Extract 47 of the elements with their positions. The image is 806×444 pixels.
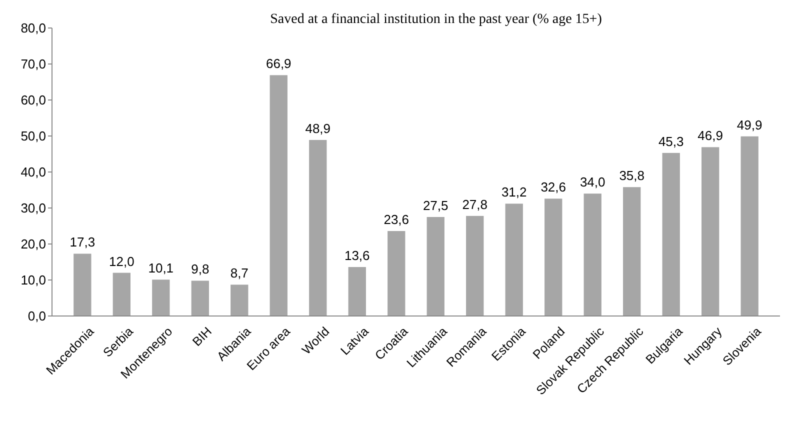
data-label: 27,5 bbox=[422, 198, 448, 213]
bar bbox=[466, 216, 484, 316]
bar bbox=[270, 75, 288, 316]
bar bbox=[740, 136, 758, 316]
bar bbox=[388, 231, 406, 316]
y-tick-label: 40,0 bbox=[20, 164, 46, 180]
bar bbox=[584, 194, 602, 316]
data-label: 9,8 bbox=[191, 262, 210, 277]
data-label: 10,1 bbox=[148, 260, 174, 276]
data-label: 49,9 bbox=[736, 117, 762, 132]
data-label: 23,6 bbox=[384, 212, 410, 228]
bar bbox=[348, 267, 366, 316]
bar bbox=[152, 280, 170, 316]
bar bbox=[74, 254, 92, 316]
data-label: 45,3 bbox=[658, 134, 684, 149]
bar bbox=[702, 147, 720, 316]
y-tick-label: 60,0 bbox=[20, 92, 46, 108]
data-label: 13,6 bbox=[344, 248, 370, 264]
data-label: 48,9 bbox=[305, 120, 331, 136]
data-label: 17,3 bbox=[70, 234, 96, 250]
y-tick-label: 20,0 bbox=[20, 236, 46, 252]
data-label: 12,0 bbox=[109, 254, 134, 269]
bar bbox=[309, 140, 327, 316]
bar bbox=[191, 280, 209, 316]
data-label: 66,9 bbox=[266, 56, 292, 72]
data-label: 31,2 bbox=[501, 184, 527, 200]
y-tick-label: 70,0 bbox=[20, 56, 46, 72]
data-label: 32,6 bbox=[540, 180, 566, 195]
data-label: 8,7 bbox=[230, 266, 248, 281]
data-label: 35,8 bbox=[619, 168, 645, 184]
y-tick-label: 80,0 bbox=[20, 20, 46, 36]
chart-title: Saved at a financial institution in the past year (% age 15+) bbox=[270, 12, 602, 27]
data-label: 46,9 bbox=[698, 128, 723, 144]
y-tick-label: 10,0 bbox=[20, 272, 46, 288]
data-label: 34,0 bbox=[580, 174, 606, 190]
bar bbox=[623, 187, 641, 316]
bar bbox=[544, 198, 562, 316]
bar bbox=[230, 284, 248, 316]
bar bbox=[112, 272, 130, 316]
y-tick-label: 0,0 bbox=[28, 308, 46, 324]
bar bbox=[505, 204, 523, 316]
bar bbox=[426, 217, 444, 316]
bar bbox=[662, 152, 680, 316]
y-tick-label: 30,0 bbox=[20, 200, 46, 216]
data-label: 27,8 bbox=[462, 196, 488, 212]
x-tick-label: BIH bbox=[190, 324, 214, 350]
y-tick-label: 50,0 bbox=[20, 128, 46, 144]
